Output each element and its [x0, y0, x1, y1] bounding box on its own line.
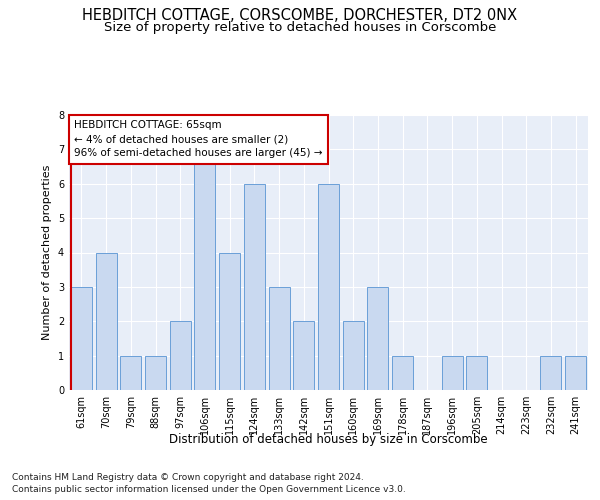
Text: HEBDITCH COTTAGE, CORSCOMBE, DORCHESTER, DT2 0NX: HEBDITCH COTTAGE, CORSCOMBE, DORCHESTER,… [82, 8, 518, 22]
Bar [442, 356, 463, 390]
Text: Distribution of detached houses by size in Corscombe: Distribution of detached houses by size … [169, 432, 488, 446]
Y-axis label: Number of detached properties: Number of detached properties [43, 165, 52, 340]
Bar [466, 356, 487, 390]
Text: Size of property relative to detached houses in Corscombe: Size of property relative to detached ho… [104, 21, 496, 34]
Bar [318, 184, 339, 390]
Bar [71, 287, 92, 390]
Text: Contains HM Land Registry data © Crown copyright and database right 2024.: Contains HM Land Registry data © Crown c… [12, 472, 364, 482]
Bar [219, 252, 240, 390]
Bar [269, 287, 290, 390]
Bar [170, 322, 191, 390]
Bar [392, 356, 413, 390]
Bar [367, 287, 388, 390]
Bar [343, 322, 364, 390]
Bar [95, 252, 116, 390]
Text: Contains public sector information licensed under the Open Government Licence v3: Contains public sector information licen… [12, 485, 406, 494]
Bar [293, 322, 314, 390]
Bar [194, 150, 215, 390]
Bar [145, 356, 166, 390]
Bar [541, 356, 562, 390]
Bar [120, 356, 141, 390]
Text: HEBDITCH COTTAGE: 65sqm
← 4% of detached houses are smaller (2)
96% of semi-deta: HEBDITCH COTTAGE: 65sqm ← 4% of detached… [74, 120, 323, 158]
Bar [244, 184, 265, 390]
Bar [565, 356, 586, 390]
